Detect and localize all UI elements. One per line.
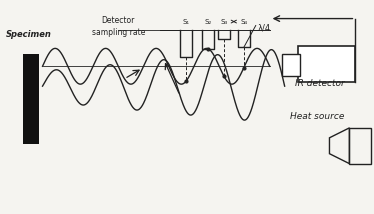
Text: S₂: S₂ [204, 19, 212, 25]
Text: S₁: S₁ [183, 19, 190, 25]
Text: S₄: S₄ [240, 19, 247, 25]
FancyBboxPatch shape [298, 46, 355, 82]
FancyBboxPatch shape [22, 54, 39, 144]
Text: Heat source: Heat source [290, 112, 345, 121]
Text: Specimen: Specimen [6, 30, 52, 39]
FancyBboxPatch shape [282, 54, 300, 76]
Text: IR detector: IR detector [295, 79, 344, 88]
Text: S₃: S₃ [220, 19, 227, 25]
Text: Detector
sampling rate: Detector sampling rate [92, 16, 145, 37]
Text: λ/4: λ/4 [258, 23, 271, 32]
